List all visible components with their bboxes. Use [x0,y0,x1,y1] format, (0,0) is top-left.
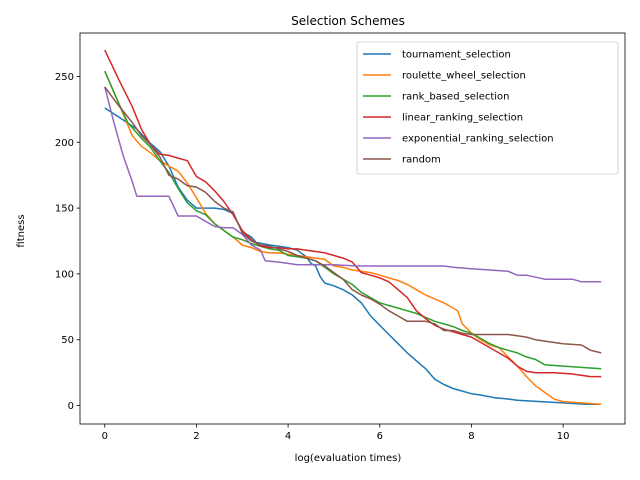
x-axis-label: log(evaluation times) [295,453,402,464]
legend-entry-label: exponential_ranking_selection [402,134,554,145]
legend-entry-label: roulette_wheel_selection [402,71,526,82]
legend-box [356,41,619,175]
series-line-tournament_selection [104,107,602,406]
x-tick-label: 0 [102,431,108,442]
legend-entry-label: linear_ranking_selection [402,113,523,124]
series-line-roulette_wheel_selection [104,70,602,406]
x-tick-label: 6 [377,431,383,442]
x-tick-label: 2 [193,431,199,442]
series-line-exponential_ranking_selection [104,86,602,283]
x-axis: 0 2 4 6 8 10 [102,424,570,442]
y-tick-label: 100 [55,269,74,280]
legend: tournament_selection roulette_wheel_selec… [356,41,619,175]
legend-entry-label: random [402,155,441,166]
x-tick-label: 4 [285,431,291,442]
legend-entry-label: tournament_selection [402,50,511,61]
legend-entry-label: rank_based_selection [402,92,510,103]
series-lines [104,49,602,406]
y-tick-label: 250 [55,72,74,83]
chart-title: Selection Schemes [291,14,405,28]
x-tick-label: 8 [468,431,474,442]
y-tick-label: 150 [55,204,74,215]
series-line-linear_ranking_selection [104,49,602,378]
y-tick-label: 50 [61,335,74,346]
y-axis-label: fitness [16,214,27,247]
y-tick-label: 200 [55,138,74,149]
plot-frame [79,32,626,425]
y-tick-label: 0 [68,401,74,412]
series-line-random [104,86,602,354]
y-axis: 0 50 100 150 200 250 [55,72,80,412]
x-tick-label: 10 [557,431,570,442]
